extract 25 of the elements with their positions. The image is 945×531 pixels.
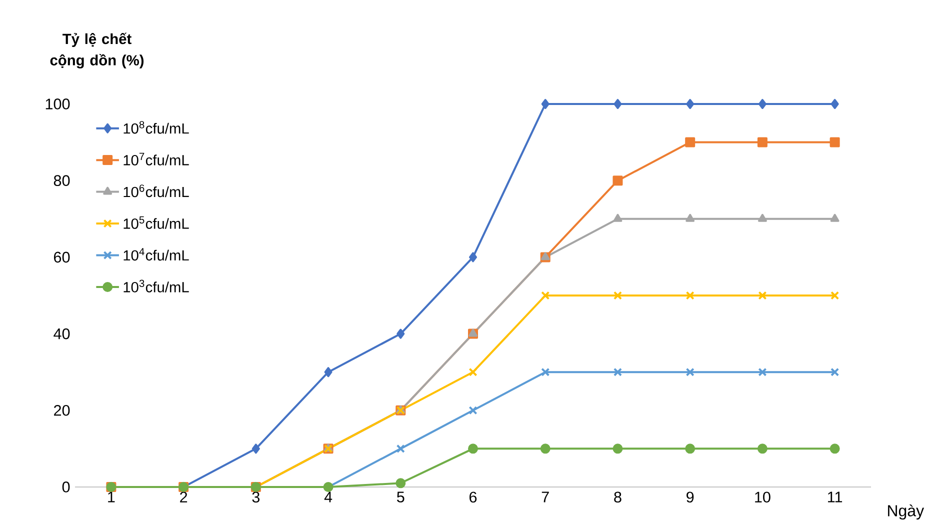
- y-tick-label: 0: [62, 482, 70, 492]
- x-tick-label: 1: [108, 492, 115, 502]
- x-tick-label: 3: [252, 492, 260, 503]
- x-tick-label: 5: [396, 492, 404, 502]
- legend-label: 10$^{7}$cfu/mL: [124, 152, 189, 166]
- y-tick-label: 60: [54, 252, 70, 263]
- x-tick-label: 2: [180, 492, 188, 502]
- legend-label: 10$^{3}$cfu/mL: [124, 280, 189, 292]
- x-tick-label: 6: [470, 492, 477, 503]
- x-axis-title: Ngày: [888, 504, 924, 520]
- legend-label: 10$^{8}$cfu/mL: [124, 121, 189, 134]
- legend-label: 10$^{5}$cfu/mL: [124, 216, 189, 229]
- x-tick-label: 7: [542, 492, 549, 502]
- y-tick-label: 100: [46, 98, 70, 110]
- y-tick-label: 20: [54, 404, 70, 416]
- x-tick-label: 10: [755, 492, 770, 503]
- x-tick-label: 8: [614, 492, 622, 503]
- y-axis-title: Tỷ lệ chết cộng dồn (%): [50, 32, 144, 68]
- y-tick-label: 80: [54, 175, 70, 186]
- x-tick-label: 11: [828, 492, 842, 502]
- y-tick-label: 40: [54, 328, 70, 340]
- x-tick-label: 4: [324, 492, 332, 502]
- legend-label: 10$^{4}$cfu/mL: [124, 248, 189, 261]
- legend-label: 10$^{6}$cfu/mL: [124, 184, 189, 198]
- x-tick-label: 9: [686, 492, 694, 503]
